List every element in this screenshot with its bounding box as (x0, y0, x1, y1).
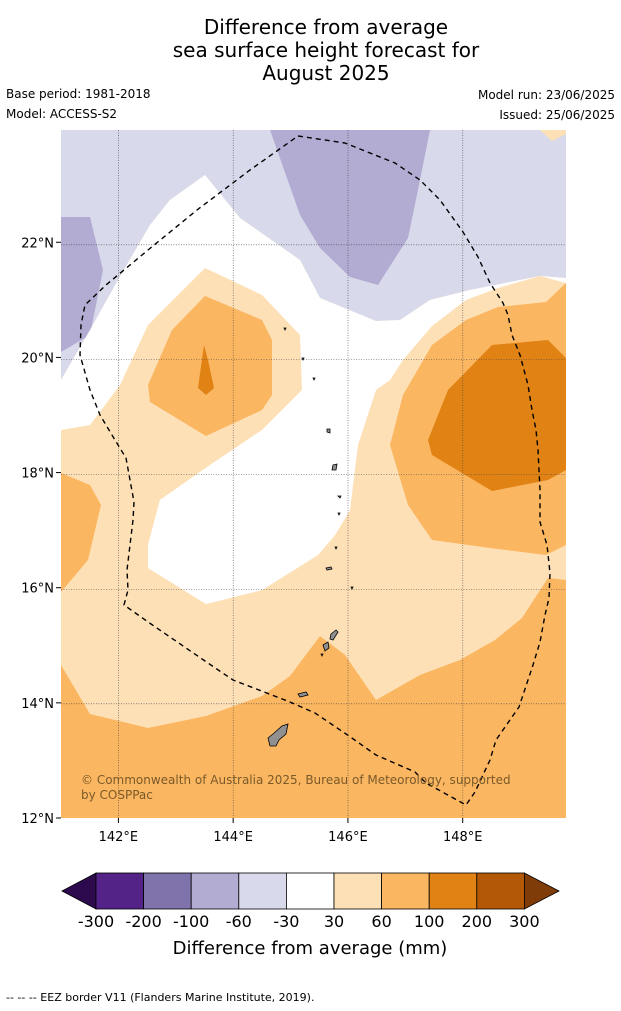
island-uracas (283, 327, 287, 331)
colorbar-tick-label: 300 (509, 912, 540, 931)
island-sarigan (334, 546, 338, 550)
island-alamagan (337, 495, 342, 499)
colorbar-swatch (381, 872, 430, 910)
model-run: Model run: 23/06/2025 (477, 88, 615, 102)
lat-tick-label: 12°N (21, 812, 54, 827)
base-period: Base period: 1981-2018 (6, 87, 151, 101)
title-line-2: sea surface height forecast for (172, 38, 480, 62)
colorbar-swatch (190, 872, 240, 910)
lat-tick-label: 20°N (21, 351, 54, 366)
map-plot: © Commonwealth of Australia 2025, Bureau… (61, 130, 566, 818)
colorbar-swatch (143, 872, 192, 910)
colorbar-tick-label: 60 (371, 912, 391, 931)
island-asuncion (312, 377, 316, 381)
contour-30-60-corner (540, 130, 566, 141)
colorbar-extend-min (61, 872, 97, 910)
colorbar-label: Difference from average (mm) (173, 938, 448, 959)
lat-tick-label: 16°N (21, 582, 54, 597)
lon-tick-label: 146°E (328, 830, 368, 845)
contour-neg60-neg30-top (61, 130, 566, 380)
lat-tick-label: 22°N (21, 236, 54, 251)
island-guam (267, 723, 289, 747)
colorbar-swatch (476, 872, 525, 910)
colorbar-swatch (333, 872, 382, 910)
island-guguan (337, 512, 341, 516)
island-maug (301, 357, 305, 361)
colorbar: -300 -200 -100 -60 -30 30 60 100 200 300 Differenc… (61, 872, 560, 959)
island-tinian (322, 641, 330, 652)
eez-border (79, 135, 551, 806)
lon-tick-label: 144°E (213, 830, 253, 845)
colorbar-tick-label: 30 (324, 912, 344, 931)
island-pagan (331, 463, 338, 471)
model-name: Model: ACCESS-S2 (6, 107, 118, 121)
colorbar-swatch (95, 872, 144, 910)
contour-60-100-left (61, 473, 101, 592)
lon-tick-label: 142°E (99, 830, 139, 845)
colorbar-tick-label: -60 (226, 912, 252, 931)
colorbar-swatch (238, 872, 287, 910)
colorbar-tick-label: 200 (462, 912, 493, 931)
title-line-1: Difference from average (203, 15, 449, 39)
lon-tick-label: 148°E (443, 830, 483, 845)
lat-tick-label: 18°N (21, 467, 54, 482)
island-rota (297, 691, 309, 698)
contour-60-100-upper-left (148, 296, 272, 436)
island-aguijan (320, 653, 324, 657)
colorbar-tick-label: -30 (273, 912, 299, 931)
page-title: Difference from average sea surface heig… (0, 16, 621, 85)
colorbar-extend-max (524, 872, 560, 910)
colorbar-tick-label: -100 (173, 912, 209, 931)
title-line-3: August 2025 (262, 61, 390, 85)
island-farallon (325, 566, 333, 571)
island-saipan (329, 629, 339, 641)
island-agrihan (326, 428, 331, 434)
colorbar-tick-label: -200 (125, 912, 161, 931)
copyright-line1: © Commonwealth of Australia 2025, Bureau… (81, 773, 511, 787)
eez-legend-note: -- -- -- EEZ border V11 (Flanders Marine… (6, 991, 315, 1004)
island-anatahan (350, 586, 354, 590)
colorbar-swatch (285, 872, 335, 910)
land-islands (267, 327, 354, 747)
contour-60-100-lower (61, 578, 566, 818)
copyright-line2: by COSPPac (81, 788, 153, 802)
colorbar-tick-label: -300 (78, 912, 114, 931)
colorbar-swatch (428, 872, 478, 910)
lat-tick-label: 14°N (21, 697, 54, 712)
axis-ticks: 142°E 144°E 146°E 148°E 12°N 14°N 16°N 18°N 20°N… (21, 236, 482, 845)
issued-date: Issued: 25/06/2025 (499, 108, 615, 122)
colorbar-tick-label: 100 (414, 912, 445, 931)
contour-neg30-30-inner (148, 390, 352, 604)
contour-neg100-neg60-top (270, 130, 430, 285)
contour-neg100-neg60-left (61, 217, 103, 352)
gridlines (61, 130, 566, 818)
contour-100-200-spike (198, 345, 214, 395)
